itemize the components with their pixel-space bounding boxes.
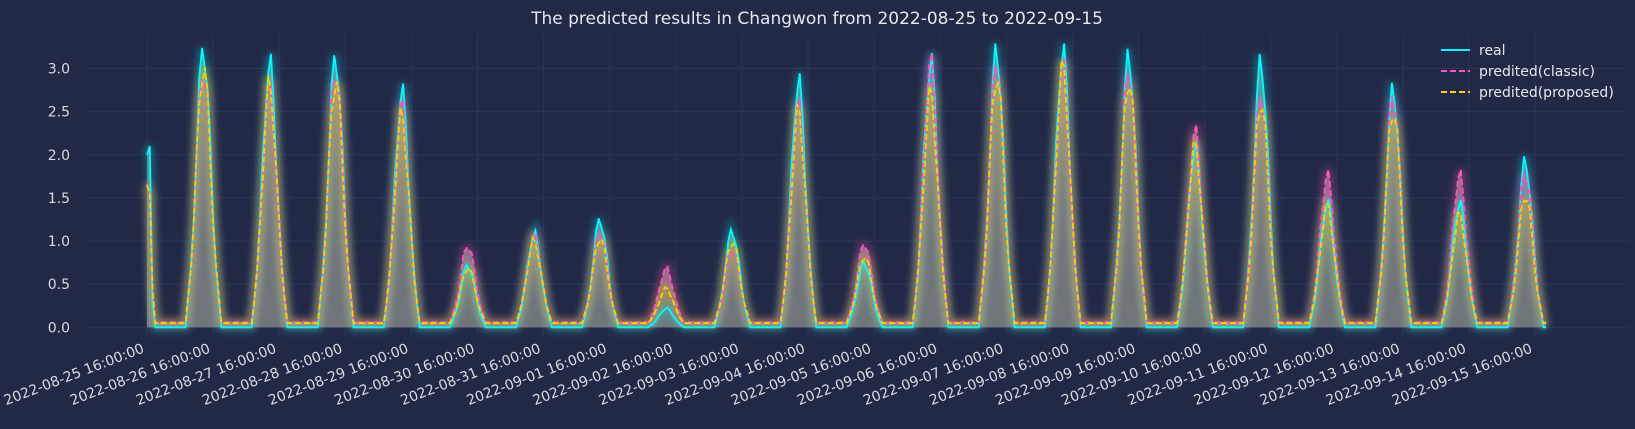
series-line-proposed (146, 60, 1547, 324)
y-tick-label: 0.5 (48, 277, 70, 293)
area-under-curve (147, 43, 1547, 328)
series-lines (146, 43, 1547, 329)
y-tick-label: 3.0 (48, 62, 70, 78)
series-glow (143, 59, 1547, 327)
chart-title: The predicted results in Changwon from 2… (530, 9, 1103, 29)
area-fill (147, 43, 1547, 328)
y-tick-label: 2.0 (48, 148, 70, 164)
y-axis: 0.0 0.5 1.0 1.5 2.0 2.5 3.0 (48, 62, 70, 337)
legend-label: predited(proposed) (1479, 85, 1614, 101)
legend-label: real (1479, 43, 1506, 59)
y-tick-label: 0.0 (48, 320, 70, 336)
legend: real predited(classic) predited(proposed) (1441, 43, 1614, 101)
line-glow (143, 43, 1547, 331)
y-tick-label: 1.5 (48, 191, 70, 207)
legend-label: predited(classic) (1479, 64, 1595, 80)
y-tick-label: 1.0 (48, 234, 70, 250)
y-tick-label: 2.5 (48, 105, 70, 121)
